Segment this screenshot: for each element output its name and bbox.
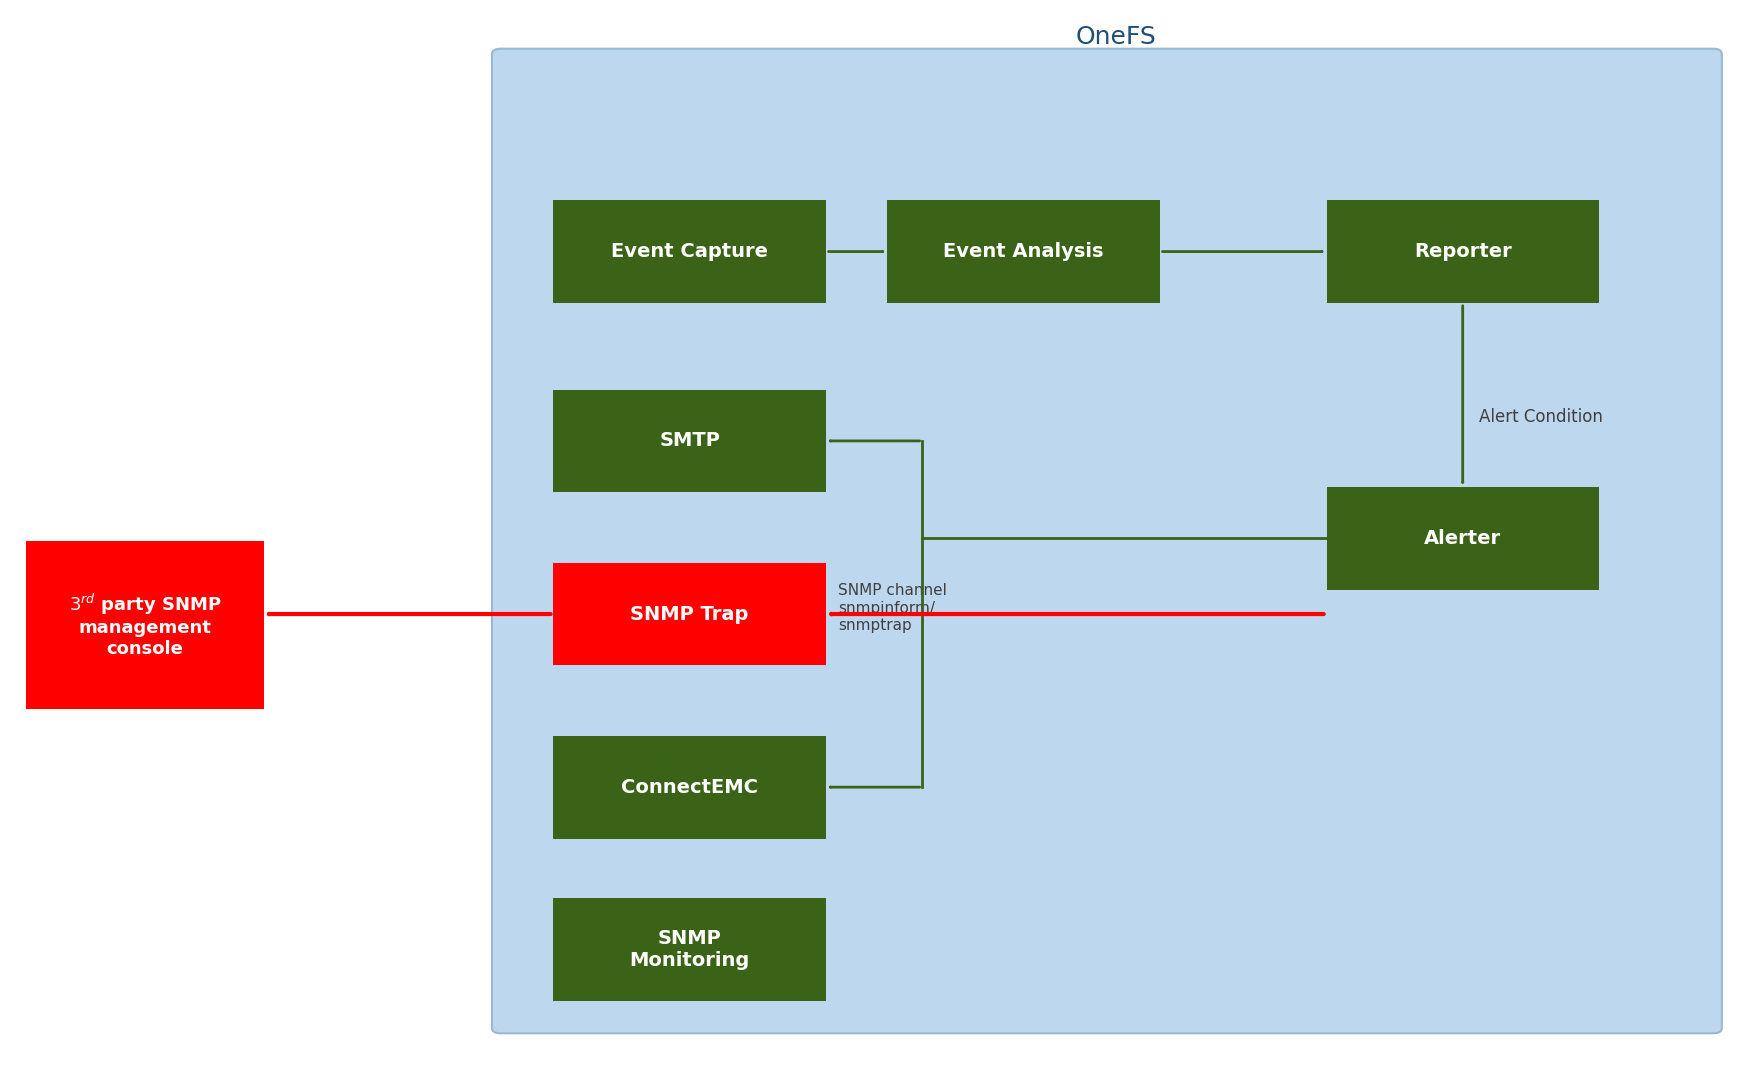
Bar xyxy=(26,541,264,709)
Text: SNMP
Monitoring: SNMP Monitoring xyxy=(629,929,750,969)
Bar xyxy=(553,390,826,492)
Bar xyxy=(1327,487,1599,590)
Text: Event Analysis: Event Analysis xyxy=(944,242,1103,261)
Text: Event Capture: Event Capture xyxy=(611,242,768,261)
Bar xyxy=(553,898,826,1001)
FancyBboxPatch shape xyxy=(492,49,1722,1033)
Bar xyxy=(887,200,1160,303)
Text: Alert Condition: Alert Condition xyxy=(1479,408,1602,425)
Text: SMTP: SMTP xyxy=(659,432,720,450)
Text: SNMP Trap: SNMP Trap xyxy=(631,605,748,623)
Text: SNMP channel
snmpinform/
snmptrap: SNMP channel snmpinform/ snmptrap xyxy=(838,583,947,633)
Text: Alerter: Alerter xyxy=(1425,529,1500,547)
Text: OneFS: OneFS xyxy=(1075,25,1156,49)
Bar xyxy=(553,736,826,839)
Text: Reporter: Reporter xyxy=(1414,242,1511,261)
Bar xyxy=(1327,200,1599,303)
Bar xyxy=(553,200,826,303)
Text: $3^{rd}$ party SNMP
management
console: $3^{rd}$ party SNMP management console xyxy=(69,592,221,658)
Text: ConnectEMC: ConnectEMC xyxy=(622,778,757,796)
Bar xyxy=(553,563,826,665)
